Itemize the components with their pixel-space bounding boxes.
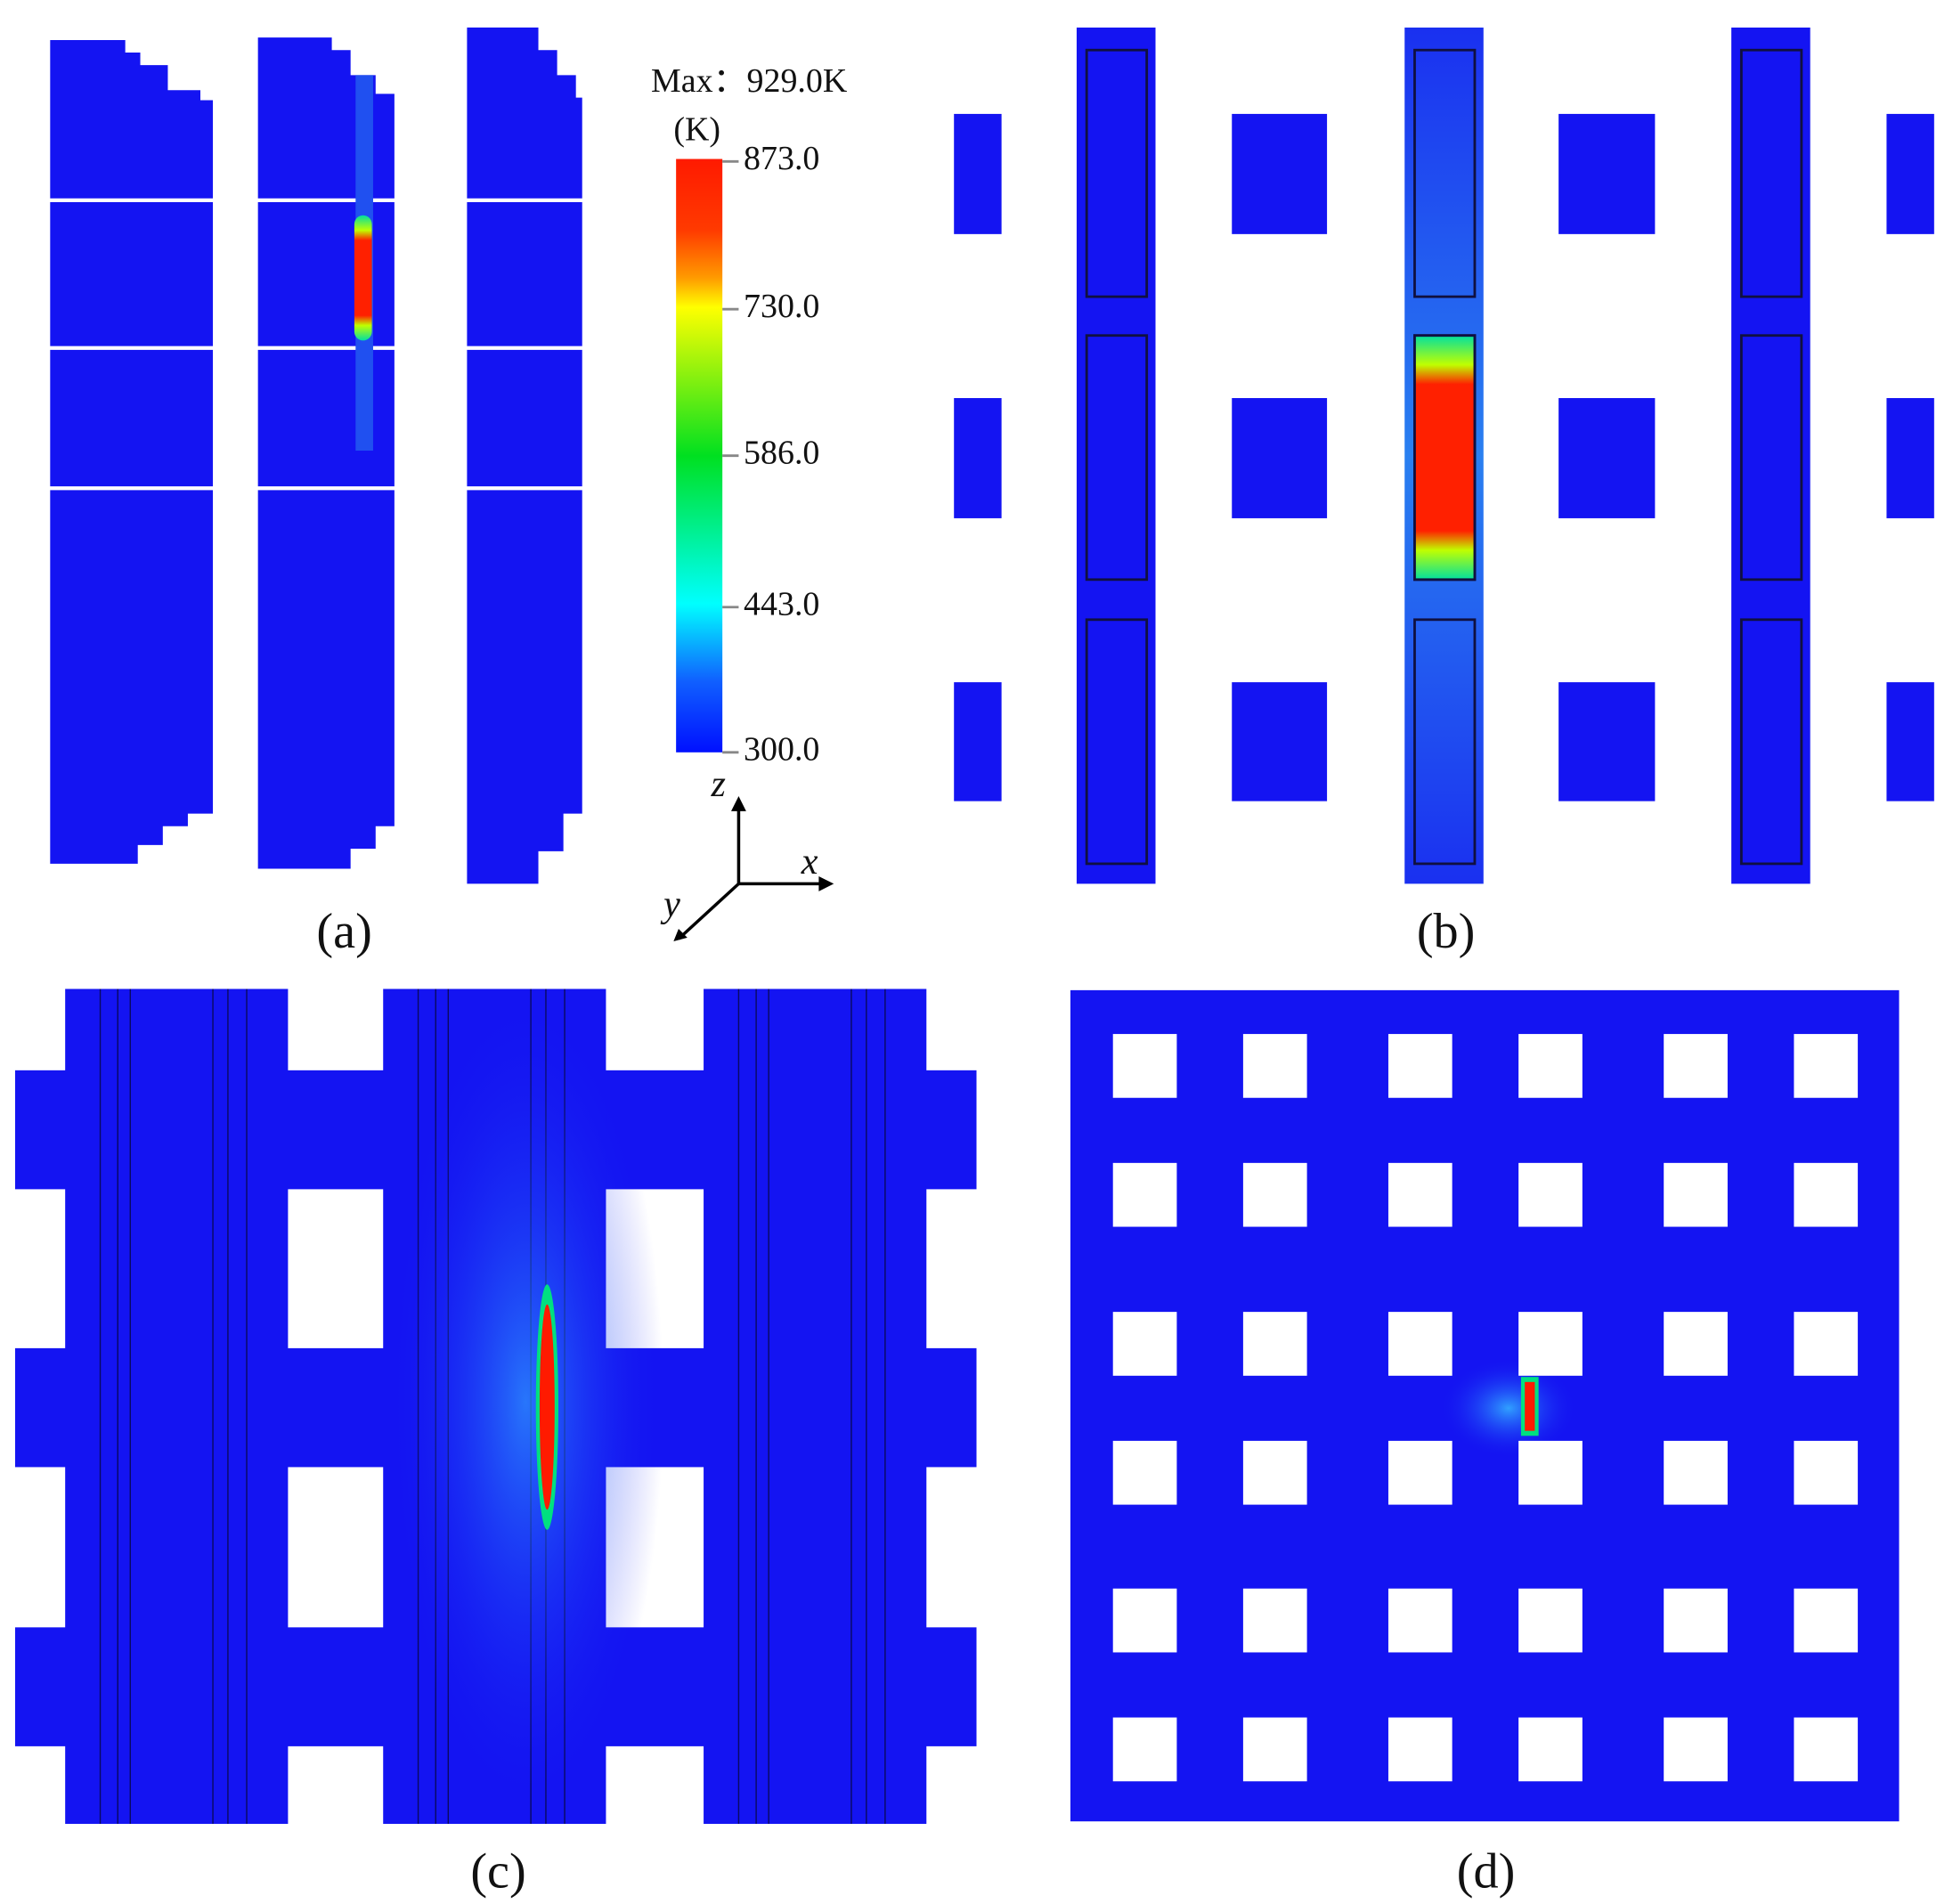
panel-label: (a) (316, 904, 371, 959)
hole (1664, 1717, 1728, 1782)
block (1558, 113, 1656, 234)
block (954, 682, 1002, 801)
hotspot (354, 215, 372, 341)
hole (1518, 1034, 1583, 1098)
hole (1242, 1717, 1307, 1782)
cell (1085, 48, 1149, 298)
hole (1387, 1588, 1453, 1653)
panel-label: (b) (1417, 904, 1476, 959)
block (1232, 113, 1328, 234)
colorbar (676, 159, 723, 753)
hole (1518, 1162, 1583, 1227)
block (1232, 682, 1328, 801)
hole (1794, 1312, 1859, 1376)
colorbar-tick-label: 730.0 (744, 288, 819, 325)
block (954, 113, 1002, 234)
hotspot (539, 1304, 555, 1510)
max-label: Max：929.0K (651, 62, 848, 100)
hotspot (1525, 1381, 1535, 1431)
hole (1794, 1440, 1859, 1505)
block (1886, 113, 1934, 234)
block (1232, 397, 1328, 518)
column (257, 37, 395, 869)
hole (1518, 1312, 1583, 1376)
column (467, 27, 582, 884)
hole (1518, 1588, 1583, 1653)
hole (1664, 1588, 1728, 1653)
hole (1794, 1717, 1859, 1782)
hole (1518, 1440, 1583, 1505)
hole (1242, 1034, 1307, 1098)
axis-arrow (677, 883, 740, 940)
axis-label: z (711, 763, 726, 805)
cell (1085, 334, 1149, 582)
hole (1387, 1162, 1453, 1227)
cell (1739, 334, 1803, 582)
hole (1518, 1717, 1583, 1782)
axis-label: x (801, 841, 818, 883)
cell (1739, 618, 1803, 866)
hole (1794, 1162, 1859, 1227)
colorbar-tick-label: 443.0 (744, 585, 819, 622)
hole (1242, 1440, 1307, 1505)
block (1558, 397, 1656, 518)
hole (1664, 1440, 1728, 1505)
panel-label: (d) (1457, 1844, 1516, 1900)
block (1886, 397, 1934, 518)
hole (1242, 1162, 1307, 1227)
hole (1794, 1588, 1859, 1653)
column (704, 989, 927, 1825)
hole (1112, 1717, 1177, 1782)
axis-label: y (660, 883, 680, 925)
unit-label: (K) (673, 111, 720, 149)
shapes: 873.0 730.0 586.0 443.0 300.0 (14, 27, 1934, 1825)
hole (1242, 1312, 1307, 1376)
hole (1242, 1588, 1307, 1653)
colorbar-tick-label: 586.0 (744, 434, 819, 471)
hole (1387, 1440, 1453, 1505)
hole (1112, 1162, 1177, 1227)
hole (1112, 1312, 1177, 1376)
hole (1387, 1034, 1453, 1098)
column (1731, 27, 1811, 884)
hole (1112, 1440, 1177, 1505)
hole (1794, 1034, 1859, 1098)
column (65, 989, 289, 1825)
colorbar-tick-label: 873.0 (744, 140, 819, 177)
hotspot (1413, 334, 1477, 582)
cell (1413, 618, 1477, 866)
hole (1664, 1312, 1728, 1376)
column (1076, 27, 1156, 884)
hole (1112, 1034, 1177, 1098)
column (50, 39, 214, 864)
block (1558, 682, 1656, 801)
cell (1085, 618, 1149, 866)
glow (387, 989, 664, 1816)
hole (1387, 1312, 1453, 1376)
hole (1387, 1717, 1453, 1782)
block (954, 397, 1002, 518)
hole (1112, 1588, 1177, 1653)
block (1886, 682, 1934, 801)
colorbar-tick-label: 300.0 (744, 731, 819, 769)
hole (1664, 1162, 1728, 1227)
cell (1739, 48, 1803, 298)
panel-label: (c) (470, 1844, 525, 1900)
cell (1413, 48, 1477, 298)
hole (1664, 1034, 1728, 1098)
